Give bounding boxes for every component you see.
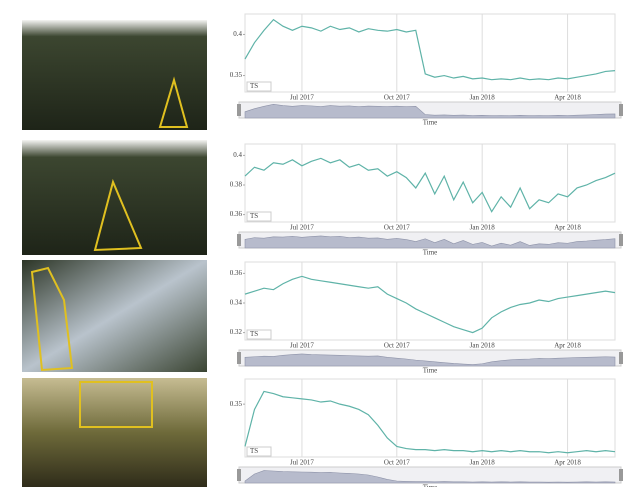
navigator-handle[interactable] [619,234,623,246]
y-tick-label: 0.35 [230,400,243,408]
y-tick-label: 0.38 [230,181,243,189]
legend-label: TS [250,330,258,338]
y-tick-label: 0.4 [233,30,242,38]
x-tick-label: Oct 2017 [384,94,410,102]
y-tick-label: 0.35 [230,71,243,79]
x-axis-label: Time [423,484,438,487]
x-tick-label: Apr 2018 [554,94,581,102]
x-tick-label: Jul 2017 [290,459,314,467]
plot-area [245,379,615,457]
x-tick-label: Jul 2017 [290,224,314,232]
x-tick-label: Jul 2017 [290,94,314,102]
x-axis-label: Time [423,249,438,257]
photo [22,20,207,130]
photos [22,20,207,487]
navigator-handle[interactable] [237,352,241,364]
photo [22,260,207,372]
x-tick-label: Apr 2018 [554,459,581,467]
x-tick-label: Oct 2017 [384,224,410,232]
y-tick-label: 0.36 [230,210,243,218]
legend-label: TS [250,447,258,455]
data-line [245,158,615,211]
navigator-handle[interactable] [619,352,623,364]
x-tick-label: Oct 2017 [384,342,410,350]
plot-area [245,262,615,340]
x-axis-label: Time [423,119,438,127]
navigator-handle[interactable] [237,234,241,246]
x-tick-label: Jan 2018 [470,342,496,350]
navigator-handle[interactable] [237,469,241,481]
x-tick-label: Apr 2018 [554,224,581,232]
y-tick-label: 0.34 [230,299,243,307]
photo [22,140,207,255]
legend-label: TS [250,82,258,90]
navigator-handle[interactable] [237,104,241,116]
legend-label: TS [250,212,258,220]
data-line [245,391,615,452]
figure: Jul 2017 Oct 2017 Jan 2018 Apr 2018 0.35 0.4 T… [0,0,624,487]
x-tick-label: Jan 2018 [470,224,496,232]
plot-area [245,14,615,92]
x-axis-label: Time [423,367,438,375]
navigator-handle[interactable] [619,104,623,116]
data-line [245,276,615,332]
y-tick-label: 0.36 [230,269,243,277]
y-tick-label: 0.32 [230,328,243,336]
x-tick-label: Oct 2017 [384,459,410,467]
x-tick-label: Apr 2018 [554,342,581,350]
navigator-handle[interactable] [619,469,623,481]
x-tick-label: Jan 2018 [470,94,496,102]
x-tick-label: Jan 2018 [470,459,496,467]
y-tick-label: 0.4 [233,151,242,159]
photo [22,378,207,487]
x-tick-label: Jul 2017 [290,342,314,350]
data-line [245,20,615,80]
